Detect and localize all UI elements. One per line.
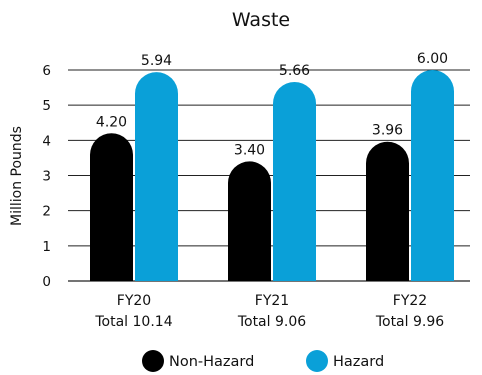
y-tick-label: 2: [42, 204, 51, 220]
category-label: FY21: [255, 293, 289, 309]
y-tick-labels: 0 1 2 3 4 5 6: [42, 63, 51, 290]
data-label: 5.66: [279, 63, 310, 79]
data-label: 5.94: [141, 53, 172, 69]
y-tick-label: 0: [42, 274, 51, 290]
bar-non-hazard-fy20: [90, 133, 133, 281]
bar-hazard-fy22: [411, 70, 454, 281]
bar-non-hazard-fy22: [366, 141, 409, 281]
y-tick-label: 6: [42, 63, 51, 79]
y-tick-label: 1: [42, 239, 51, 255]
data-labels: 4.20 5.94 3.40 5.66 3.96 6.00: [96, 51, 448, 158]
y-axis-label: Million Pounds: [9, 126, 25, 226]
y-tick-label: 5: [42, 98, 51, 114]
legend-label: Non-Hazard: [169, 354, 254, 370]
legend-swatch-non-hazard: [142, 350, 164, 372]
legend: Non-Hazard Hazard: [142, 350, 384, 372]
y-tick-label: 3: [42, 169, 51, 185]
category-label: FY22: [393, 293, 427, 309]
category-label: FY20: [117, 293, 151, 309]
category-total-label: Total 9.06: [237, 314, 306, 330]
bar-hazard-fy20: [135, 72, 178, 281]
bar-non-hazard-fy21: [228, 161, 271, 281]
data-label: 3.40: [234, 142, 265, 158]
legend-swatch-hazard: [306, 350, 328, 372]
data-label: 3.96: [372, 123, 403, 139]
legend-label: Hazard: [333, 354, 384, 370]
bar-hazard-fy21: [273, 81, 316, 281]
category-labels: FY20 Total 10.14 FY21 Total 9.06 FY22 Total 9…: [94, 293, 444, 330]
category-total-label: Total 9.96: [375, 314, 444, 330]
data-label: 4.20: [96, 114, 127, 130]
category-total-label: Total 10.14: [94, 314, 172, 330]
data-label: 6.00: [417, 51, 448, 67]
bars: [90, 70, 454, 281]
chart-title: Waste: [232, 9, 290, 31]
y-tick-label: 4: [42, 133, 51, 149]
